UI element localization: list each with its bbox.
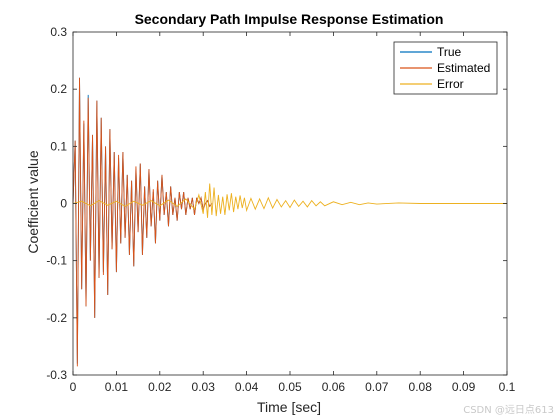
x-tick-label: 0.03: [192, 380, 216, 394]
y-tick-label: 0.1: [50, 139, 67, 153]
y-tick-label: 0.2: [50, 82, 67, 96]
watermark: CSDN @远日点613: [463, 405, 554, 416]
x-tick-label: 0.06: [322, 380, 346, 394]
x-tick-label: 0.05: [278, 380, 302, 394]
x-axis-label: Time [sec]: [257, 399, 321, 415]
x-tick-label: 0.01: [105, 380, 129, 394]
legend-label-error: Error: [437, 77, 464, 91]
x-tick-label: 0.04: [235, 380, 259, 394]
x-tick-label: 0.09: [452, 380, 476, 394]
y-tick-label: -0.2: [46, 311, 67, 325]
series-line-estimated: [72, 77, 213, 367]
y-tick-label: -0.1: [46, 254, 67, 268]
y-tick-label: 0.3: [50, 25, 67, 39]
legend: True Estimated Error: [393, 41, 498, 95]
x-tick-label: 0.08: [409, 380, 433, 394]
x-tick-label: 0.02: [148, 380, 172, 394]
x-tick-label: 0.1: [499, 380, 516, 394]
chart-title: Secondary Path Impulse Response Estimati…: [135, 11, 444, 27]
series-line-error: [72, 183, 507, 218]
legend-label-true: True: [437, 45, 462, 59]
y-axis-label: Coefficient value: [25, 150, 41, 253]
legend-label-estimated: Estimated: [437, 61, 490, 75]
y-tick-label: 0: [60, 197, 67, 211]
y-tick-label: -0.3: [46, 368, 67, 382]
x-tick-label: 0: [70, 380, 77, 394]
x-tick-label: 0.07: [365, 380, 389, 394]
